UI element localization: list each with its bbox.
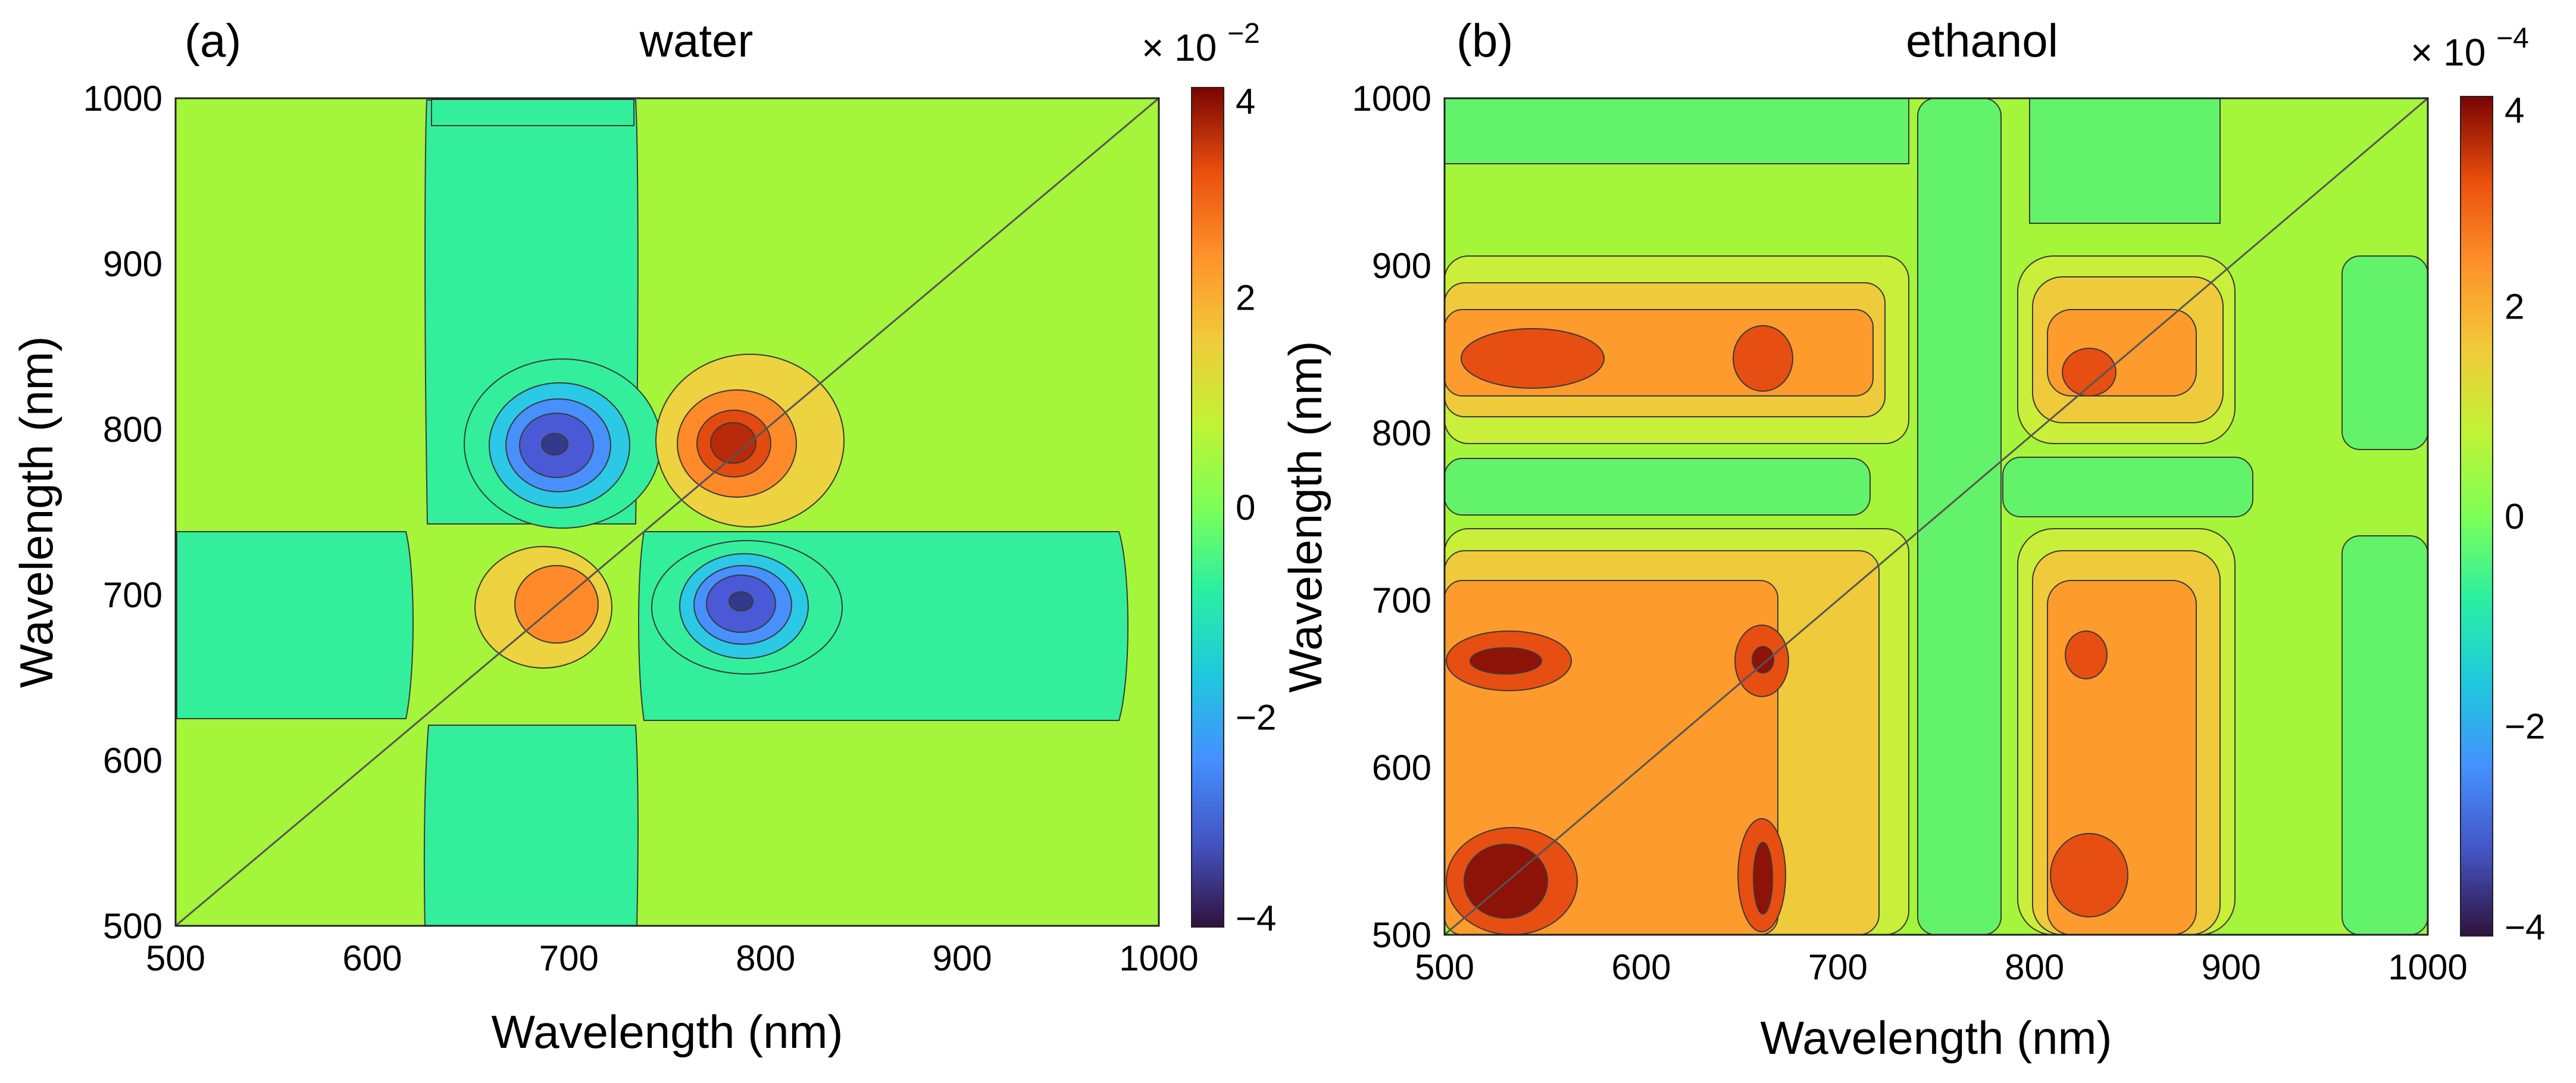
panel-b-x-tick-4: 900 bbox=[2202, 947, 2261, 987]
panel-b-diagonal-line bbox=[1445, 98, 2428, 935]
panel-b-band-right-upper bbox=[2341, 255, 2428, 450]
panel-b-y-tick-3: 800 bbox=[1372, 413, 1431, 453]
panel-b-colorbar: 4 2 0 −2 −4 × 10 −4 bbox=[2411, 23, 2545, 947]
panel-a-y-tick-1: 600 bbox=[103, 741, 162, 781]
panel-a-y-tick-5: 1000 bbox=[83, 79, 162, 118]
panel-b-x-tick-0: 500 bbox=[1415, 947, 1474, 987]
panel-a-multiplier-exp: −2 bbox=[1227, 18, 1260, 49]
panel-a-band-vertical-lower bbox=[423, 725, 639, 926]
panel-a-title: water bbox=[639, 14, 754, 67]
panel-a-x-tick-1: 600 bbox=[342, 938, 402, 978]
panel-b-y-axis-label: Wavelength (nm) bbox=[1279, 341, 1331, 693]
panel-b-colorbar-tick-3: −2 bbox=[2505, 707, 2545, 747]
panel-b-peak-ll-2-core bbox=[1470, 647, 1542, 675]
panel-a-diagonal-line bbox=[176, 98, 1159, 926]
panel-b-peak-ll-3-core bbox=[1753, 842, 1773, 915]
panel-b-x-tick-3: 800 bbox=[2005, 947, 2064, 987]
panel-a-x-tick-5: 1000 bbox=[1119, 938, 1198, 978]
panel-a-plot-frame bbox=[174, 97, 1160, 927]
panel-a-y-tick-3: 800 bbox=[103, 410, 162, 450]
panel-b-colorbar-tick-2: 0 bbox=[2505, 497, 2524, 536]
panel-a-colorbar-multiplier: × 10 −2 bbox=[1142, 18, 1260, 69]
panel-a-contour-map bbox=[176, 98, 1159, 926]
panel-b-y-tick-2: 700 bbox=[1372, 580, 1431, 620]
panel-a-x-tick-labels: 500 600 700 800 900 1000 bbox=[146, 938, 1199, 978]
panel-b-y-tick-4: 900 bbox=[1372, 246, 1431, 286]
panel-a-colorbar-tick-3: −2 bbox=[1236, 698, 1276, 738]
panel-b-contour-map bbox=[1445, 98, 2428, 935]
panel-b-multiplier-base: × 10 bbox=[2411, 31, 2486, 74]
panel-b-band-top-right bbox=[2029, 98, 2221, 224]
panel-b-peak-ul-1 bbox=[1461, 328, 1605, 389]
panel-b-peak-ll-4-core bbox=[1752, 646, 1774, 673]
panel-a-multiplier-base: × 10 bbox=[1142, 26, 1217, 69]
panel-a-y-axis-label: Wavelength (nm) bbox=[10, 336, 62, 688]
panel-a-x-tick-4: 900 bbox=[933, 938, 992, 978]
panel-b-peak-lr-2 bbox=[2065, 631, 2108, 679]
panel-a-x-axis-label: Wavelength (nm) bbox=[492, 1006, 843, 1058]
panel-a-valley-1-core bbox=[541, 433, 568, 455]
panel-b-x-tick-labels: 500 600 700 800 900 1000 bbox=[1415, 947, 2468, 987]
panel-a-colorbar: 4 2 0 −2 −4 × 10 −2 bbox=[1142, 18, 1276, 938]
panel-a-y-tick-2: 700 bbox=[103, 575, 162, 615]
panel-b-band-top bbox=[1445, 98, 1909, 164]
panel-b-band-vertical bbox=[1917, 98, 2002, 935]
panel-a-colorbar-tick-0: 4 bbox=[1236, 82, 1255, 121]
panel-a: (a) water bbox=[10, 14, 1276, 1058]
panel-b-title: ethanol bbox=[1906, 14, 2058, 67]
panel-a-colorbar-tick-4: −4 bbox=[1236, 898, 1276, 938]
panel-b-colorbar-gradient bbox=[2460, 96, 2493, 937]
panel-a-y-tick-0: 500 bbox=[103, 906, 162, 946]
panel-b-y-tick-labels: 500 600 700 800 900 1000 bbox=[1352, 79, 1431, 955]
panel-b-y-tick-5: 1000 bbox=[1352, 79, 1431, 118]
panel-b-multiplier-exp: −4 bbox=[2496, 23, 2529, 54]
panel-b-peak-ul-2 bbox=[1733, 325, 1793, 392]
panel-b-colorbar-multiplier: × 10 −4 bbox=[2411, 23, 2529, 74]
panel-b-band-middle bbox=[1445, 458, 1871, 516]
panel-a-x-tick-2: 700 bbox=[539, 938, 599, 978]
panel-a-colorbar-gradient bbox=[1191, 87, 1224, 928]
panel-a-peak-1-core bbox=[710, 422, 756, 464]
panel-a-y-tick-labels: 500 600 700 800 900 1000 bbox=[83, 79, 162, 946]
panel-a-x-tick-0: 500 bbox=[146, 938, 205, 978]
panel-b-x-tick-2: 700 bbox=[1808, 947, 1868, 987]
panel-a-valley-2-core bbox=[729, 591, 754, 611]
panel-a-colorbar-tick-1: 2 bbox=[1236, 278, 1255, 318]
panel-b-colorbar-tick-1: 2 bbox=[2505, 287, 2524, 327]
panel-b-x-tick-5: 1000 bbox=[2388, 947, 2467, 987]
panel-a-band-horizontal bbox=[176, 531, 414, 719]
panel-b-colorbar-tick-0: 4 bbox=[2505, 90, 2524, 130]
panel-b-peak-lr-1 bbox=[2050, 833, 2128, 917]
panel-a-band-top-strip bbox=[431, 99, 634, 126]
panel-b-band-middle-right bbox=[2002, 457, 2253, 517]
panel-b-y-tick-1: 600 bbox=[1372, 748, 1431, 788]
panel-b-peak-ur bbox=[2062, 348, 2117, 397]
panel-a-colorbar-tick-2: 0 bbox=[1236, 488, 1255, 528]
panel-b-band-right-lower bbox=[2341, 535, 2428, 935]
panel-b-label: (b) bbox=[1456, 14, 1513, 67]
panel-a-label: (a) bbox=[185, 14, 241, 67]
panel-b-colorbar-tick-labels: 4 2 0 −2 −4 bbox=[2505, 90, 2545, 947]
panel-b-plot-frame bbox=[1443, 97, 2429, 936]
panel-b-colorbar-tick-4: −4 bbox=[2505, 907, 2545, 947]
panel-a-colorbar-tick-labels: 4 2 0 −2 −4 bbox=[1236, 82, 1276, 938]
panel-a-y-tick-4: 900 bbox=[103, 244, 162, 284]
panel-b-x-tick-1: 600 bbox=[1611, 947, 1671, 987]
panel-b: (b) ethanol bbox=[1279, 14, 2545, 1064]
panel-a-x-tick-3: 800 bbox=[736, 938, 795, 978]
panel-b-y-tick-0: 500 bbox=[1372, 915, 1431, 955]
panel-b-x-axis-label: Wavelength (nm) bbox=[1761, 1012, 2112, 1064]
